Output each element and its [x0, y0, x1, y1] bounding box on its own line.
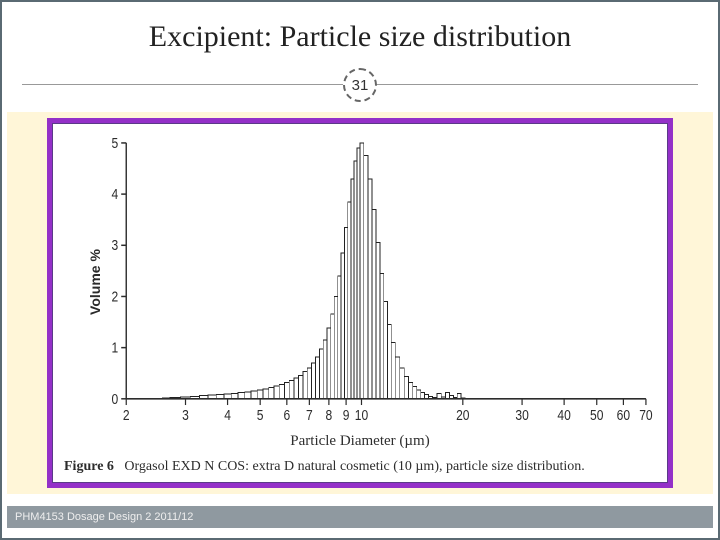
chart-area: Volume % 0 1 2 3 4 5 2 3 4 5 6789 10 20 30 40 50 60 70 [64, 133, 656, 431]
title-area: Excipient: Particle size distribution [2, 2, 718, 54]
page-title: Excipient: Particle size distribution [2, 20, 718, 54]
svg-text:30: 30 [515, 407, 528, 423]
figure-caption: Figure 6 Orgasol EXD N COS: extra D natu… [64, 458, 656, 477]
svg-text:10: 10 [355, 407, 368, 423]
figure-caption-text: Orgasol EXD N COS: extra D natural cosme… [124, 459, 584, 474]
svg-text:2: 2 [111, 288, 118, 304]
title-divider-row: 31 [2, 68, 718, 102]
x-axis-label: Particle Diameter (µm) [64, 433, 656, 450]
svg-text:7: 7 [306, 407, 313, 423]
distribution-chart: 0 1 2 3 4 5 2 3 4 5 6789 10 20 30 40 50 60 70 [92, 133, 656, 431]
svg-text:40: 40 [557, 407, 570, 423]
svg-text:2: 2 [123, 407, 130, 423]
content-band: Volume % 0 1 2 3 4 5 2 3 4 5 6789 10 20 30 40 50 60 70 Pa… [7, 112, 713, 494]
svg-text:4: 4 [224, 407, 231, 423]
svg-text:0: 0 [111, 391, 118, 407]
svg-text:20: 20 [456, 407, 469, 423]
svg-text:9: 9 [343, 407, 350, 423]
svg-text:1: 1 [111, 339, 118, 355]
figure-caption-label: Figure 6 [64, 459, 114, 474]
slide: Excipient: Particle size distribution 31… [0, 0, 720, 540]
figure-card: Volume % 0 1 2 3 4 5 2 3 4 5 6789 10 20 30 40 50 60 70 Pa… [47, 118, 673, 488]
y-axis-label: Volume % [87, 249, 103, 315]
footer-bar: PHM4153 Dosage Design 2 2011/12 [7, 506, 713, 528]
svg-text:60: 60 [617, 407, 630, 423]
svg-text:5: 5 [111, 135, 118, 151]
svg-text:3: 3 [111, 237, 118, 253]
footer-text: PHM4153 Dosage Design 2 2011/12 [15, 511, 193, 523]
svg-text:70: 70 [639, 407, 652, 423]
svg-text:4: 4 [111, 186, 118, 202]
svg-text:3: 3 [182, 407, 189, 423]
svg-text:8: 8 [326, 407, 333, 423]
svg-text:50: 50 [590, 407, 603, 423]
slide-number-badge: 31 [343, 68, 377, 102]
svg-text:5: 5 [257, 407, 264, 423]
svg-text:6: 6 [283, 407, 290, 423]
